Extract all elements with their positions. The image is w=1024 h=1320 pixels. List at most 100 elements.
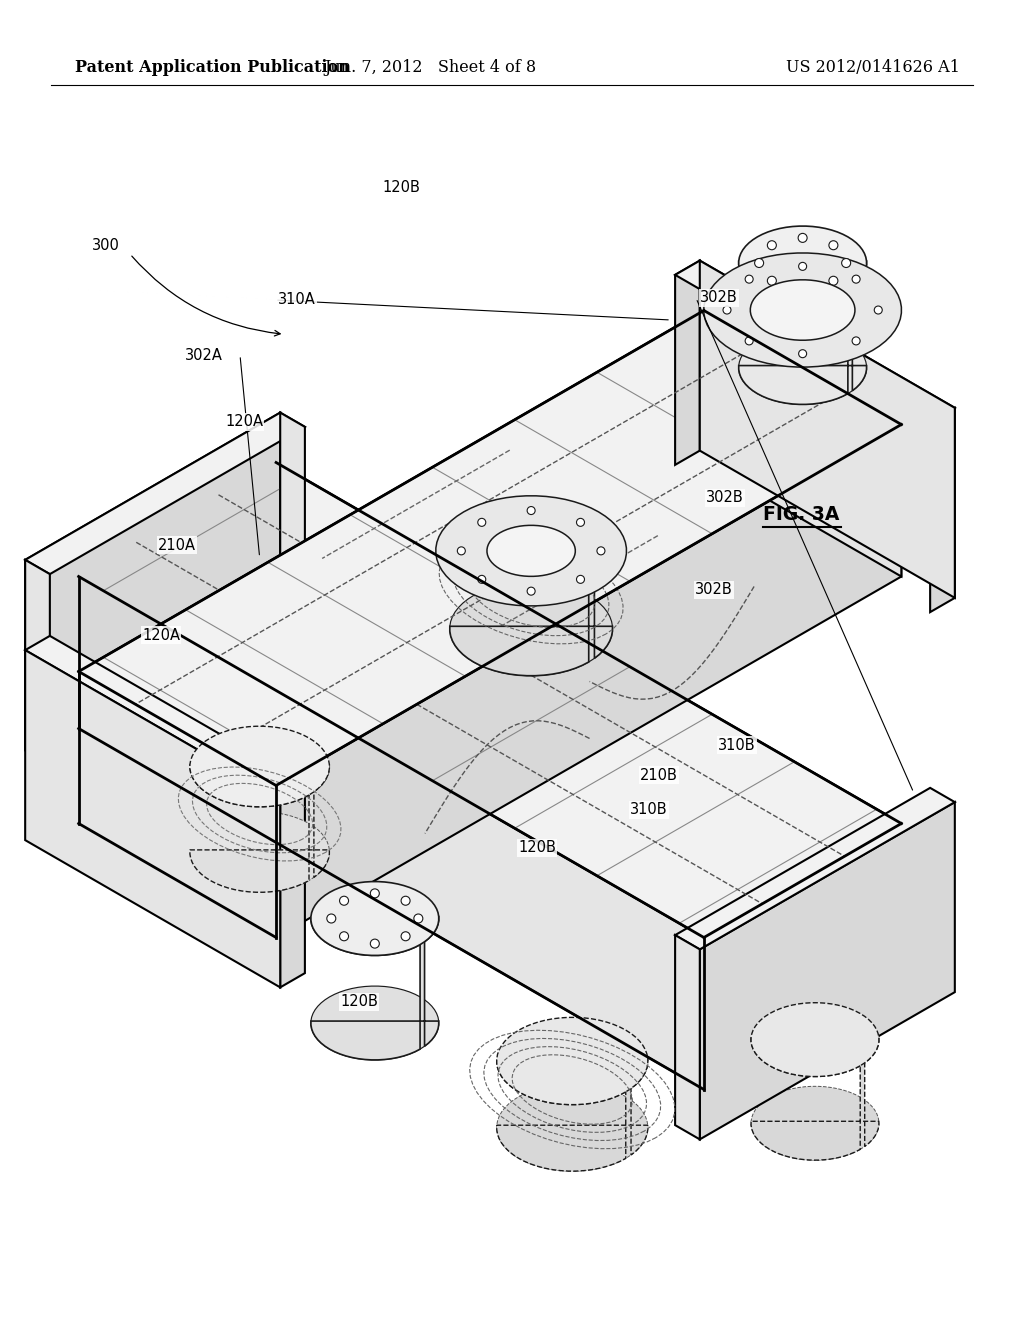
Text: 120B: 120B (340, 994, 378, 1010)
Polygon shape (703, 824, 901, 1089)
Text: 302A: 302A (185, 347, 223, 363)
Polygon shape (276, 425, 901, 937)
Text: Jun. 7, 2012   Sheet 4 of 8: Jun. 7, 2012 Sheet 4 of 8 (324, 59, 536, 77)
Polygon shape (450, 550, 612, 676)
Circle shape (723, 306, 731, 314)
Text: US 2012/0141626 A1: US 2012/0141626 A1 (786, 59, 961, 77)
Circle shape (526, 516, 536, 525)
Circle shape (566, 525, 574, 535)
Circle shape (799, 350, 807, 358)
Polygon shape (26, 560, 50, 764)
Circle shape (582, 548, 591, 557)
Text: 302B: 302B (700, 290, 737, 305)
Text: 210B: 210B (640, 767, 678, 783)
Polygon shape (497, 1084, 648, 1171)
Text: FIG. 3A: FIG. 3A (763, 506, 840, 524)
Text: 310B: 310B (718, 738, 756, 752)
Circle shape (327, 913, 336, 923)
Polygon shape (26, 413, 281, 750)
Circle shape (526, 581, 536, 589)
Circle shape (577, 519, 585, 527)
Circle shape (828, 240, 838, 249)
Polygon shape (450, 506, 612, 599)
Polygon shape (189, 764, 330, 892)
Polygon shape (311, 916, 438, 1060)
Circle shape (487, 570, 497, 579)
Polygon shape (738, 226, 866, 300)
Polygon shape (450, 582, 612, 676)
Polygon shape (703, 310, 901, 577)
Circle shape (852, 275, 860, 284)
Circle shape (799, 263, 807, 271)
Circle shape (527, 587, 536, 595)
Polygon shape (699, 803, 954, 1139)
Text: 310A: 310A (278, 293, 315, 308)
Circle shape (478, 576, 485, 583)
Circle shape (798, 234, 807, 243)
Circle shape (527, 507, 536, 515)
Circle shape (414, 913, 423, 923)
Circle shape (371, 939, 379, 948)
Circle shape (828, 276, 838, 285)
Polygon shape (281, 783, 305, 987)
Polygon shape (79, 462, 901, 937)
Polygon shape (675, 935, 699, 1139)
Text: 120B: 120B (518, 841, 556, 855)
Circle shape (767, 276, 776, 285)
Circle shape (745, 275, 753, 284)
Text: 120A: 120A (225, 414, 263, 429)
Polygon shape (930, 408, 954, 612)
Text: 210A: 210A (158, 537, 196, 553)
Polygon shape (675, 260, 954, 422)
Polygon shape (79, 462, 276, 729)
Circle shape (798, 284, 807, 293)
Circle shape (566, 570, 574, 579)
Polygon shape (738, 330, 866, 404)
Polygon shape (79, 672, 276, 937)
Circle shape (401, 932, 410, 941)
Circle shape (487, 525, 497, 535)
Polygon shape (79, 310, 703, 824)
Polygon shape (311, 882, 438, 956)
Polygon shape (189, 726, 330, 807)
Polygon shape (738, 261, 866, 404)
Polygon shape (497, 1059, 648, 1171)
Polygon shape (79, 577, 703, 1089)
Circle shape (852, 337, 860, 345)
Polygon shape (79, 310, 901, 785)
Circle shape (340, 896, 348, 906)
Circle shape (577, 576, 585, 583)
Polygon shape (497, 1018, 648, 1105)
Polygon shape (703, 253, 901, 367)
Polygon shape (26, 636, 305, 797)
Polygon shape (751, 1003, 879, 1077)
Text: 302B: 302B (695, 582, 733, 598)
Polygon shape (26, 651, 281, 987)
Circle shape (371, 888, 379, 898)
Circle shape (401, 896, 410, 906)
Polygon shape (276, 462, 901, 975)
Text: 120A: 120A (142, 627, 180, 643)
Circle shape (478, 519, 485, 527)
Circle shape (471, 548, 480, 557)
Text: 310B: 310B (630, 803, 668, 817)
Circle shape (767, 240, 776, 249)
Polygon shape (751, 1086, 879, 1160)
Circle shape (745, 337, 753, 345)
Polygon shape (487, 525, 575, 577)
Circle shape (842, 259, 851, 268)
Polygon shape (189, 812, 330, 892)
Polygon shape (436, 496, 627, 606)
Circle shape (340, 932, 348, 941)
Polygon shape (751, 280, 855, 341)
Text: 120B: 120B (382, 181, 420, 195)
Polygon shape (675, 788, 954, 949)
Polygon shape (281, 413, 305, 616)
Polygon shape (311, 986, 438, 1060)
Circle shape (458, 546, 465, 554)
Circle shape (755, 259, 764, 268)
Text: 302B: 302B (706, 491, 743, 506)
Text: Patent Application Publication: Patent Application Publication (75, 59, 350, 77)
Polygon shape (751, 1038, 879, 1160)
Circle shape (597, 546, 605, 554)
